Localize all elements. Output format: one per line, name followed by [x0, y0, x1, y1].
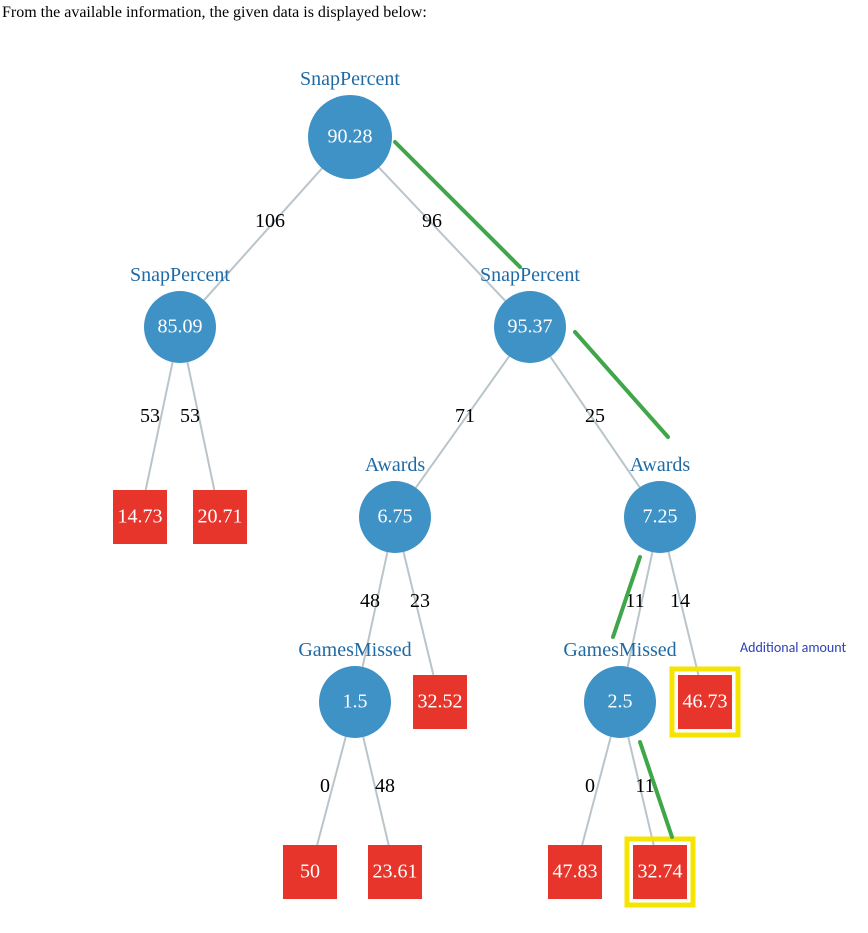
edge-label: 0 [320, 775, 330, 797]
edge-label: 96 [422, 210, 442, 232]
tree-svg: SnapPercent 90.28 SnapPercent 85.09 SnapPerc… [0, 22, 868, 922]
node-label: GamesMissed [298, 639, 411, 661]
edge-label: 48 [360, 590, 380, 612]
node-value: 50 [300, 861, 320, 883]
node-value: 20.71 [198, 506, 243, 528]
edge-label: 23 [410, 590, 430, 612]
edge-label: 0 [585, 775, 595, 797]
edge-label: 53 [180, 405, 200, 427]
node-value: 6.75 [378, 506, 413, 528]
node-label: SnapPercent [300, 68, 400, 90]
node-value: 32.52 [418, 691, 463, 713]
node-label: Awards [630, 454, 691, 476]
node-value: 32.74 [638, 861, 683, 883]
node-label: SnapPercent [130, 264, 230, 286]
edge-label: 53 [140, 405, 160, 427]
edge-label: 14 [670, 590, 690, 612]
node-value: 90.28 [328, 126, 373, 148]
node-label: Awards [365, 454, 426, 476]
node-value: 46.73 [683, 691, 728, 713]
node-label: SnapPercent [480, 264, 580, 286]
tree-diagram: SnapPercent 90.28 SnapPercent 85.09 SnapPerc… [0, 22, 868, 922]
node-value: 23.61 [373, 861, 418, 883]
edge-label: 71 [455, 405, 475, 427]
edge-label: 48 [375, 775, 395, 797]
node-value: 1.5 [343, 691, 368, 713]
node-value: 95.37 [508, 316, 553, 338]
edge-label: 25 [585, 405, 605, 427]
intro-text: From the available information, the give… [0, 0, 868, 22]
node-value: 2.5 [608, 691, 633, 713]
edge-label: 106 [255, 210, 285, 232]
node-value: 7.25 [643, 506, 678, 528]
node-value: 14.73 [118, 506, 163, 528]
annotation-text: Additional amount [740, 639, 847, 656]
node-label: GamesMissed [563, 639, 676, 661]
node-value: 47.83 [553, 861, 598, 883]
node-value: 85.09 [158, 316, 203, 338]
